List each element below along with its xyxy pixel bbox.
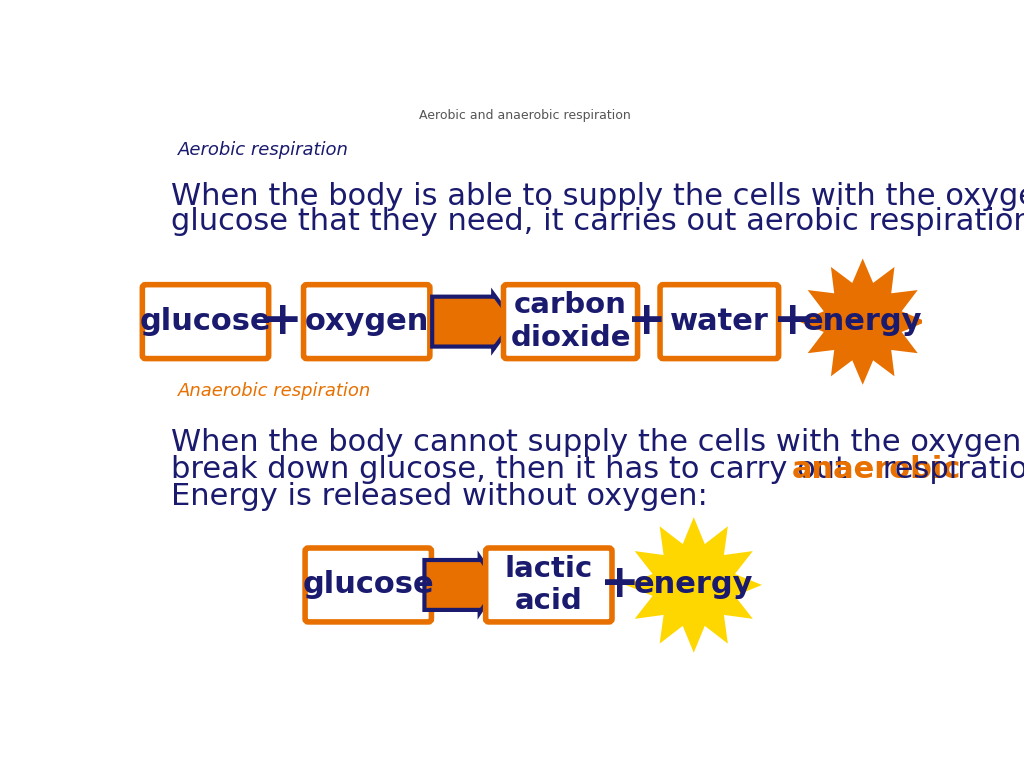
Text: glucose: glucose xyxy=(302,571,434,600)
Text: +: + xyxy=(628,299,667,344)
Text: lactic
acid: lactic acid xyxy=(505,554,593,615)
Text: Anaerobic respiration: Anaerobic respiration xyxy=(178,382,372,400)
FancyBboxPatch shape xyxy=(485,548,612,622)
Polygon shape xyxy=(799,259,927,385)
FancyBboxPatch shape xyxy=(142,285,268,359)
FancyBboxPatch shape xyxy=(504,285,638,359)
Text: +: + xyxy=(599,562,639,607)
Text: carbon
dioxide: carbon dioxide xyxy=(510,291,631,352)
Polygon shape xyxy=(626,517,762,653)
FancyBboxPatch shape xyxy=(305,548,431,622)
Text: water: water xyxy=(670,307,769,336)
Text: +: + xyxy=(773,299,813,344)
Text: Energy is released without oxygen:: Energy is released without oxygen: xyxy=(171,482,708,511)
Text: +: + xyxy=(263,299,303,344)
Text: anaerobic: anaerobic xyxy=(792,455,962,484)
FancyBboxPatch shape xyxy=(303,285,430,359)
Text: Aerobic respiration: Aerobic respiration xyxy=(178,141,349,159)
Text: respiration.: respiration. xyxy=(872,455,1024,484)
Text: break down glucose, then it has to carry out: break down glucose, then it has to carry… xyxy=(171,455,856,484)
Text: oxygen: oxygen xyxy=(304,307,429,336)
Text: glucose: glucose xyxy=(139,307,271,336)
Text: glucose that they need, it carries out aerobic respiration.: glucose that they need, it carries out a… xyxy=(171,207,1024,236)
Text: Aerobic and anaerobic respiration: Aerobic and anaerobic respiration xyxy=(419,109,631,122)
Text: When the body cannot supply the cells with the oxygen needed to: When the body cannot supply the cells wi… xyxy=(171,428,1024,457)
Polygon shape xyxy=(424,558,498,613)
Polygon shape xyxy=(432,294,514,349)
Text: energy: energy xyxy=(803,307,923,336)
Text: When the body is able to supply the cells with the oxygen and: When the body is able to supply the cell… xyxy=(171,181,1024,210)
Text: energy: energy xyxy=(634,571,754,600)
FancyBboxPatch shape xyxy=(660,285,778,359)
